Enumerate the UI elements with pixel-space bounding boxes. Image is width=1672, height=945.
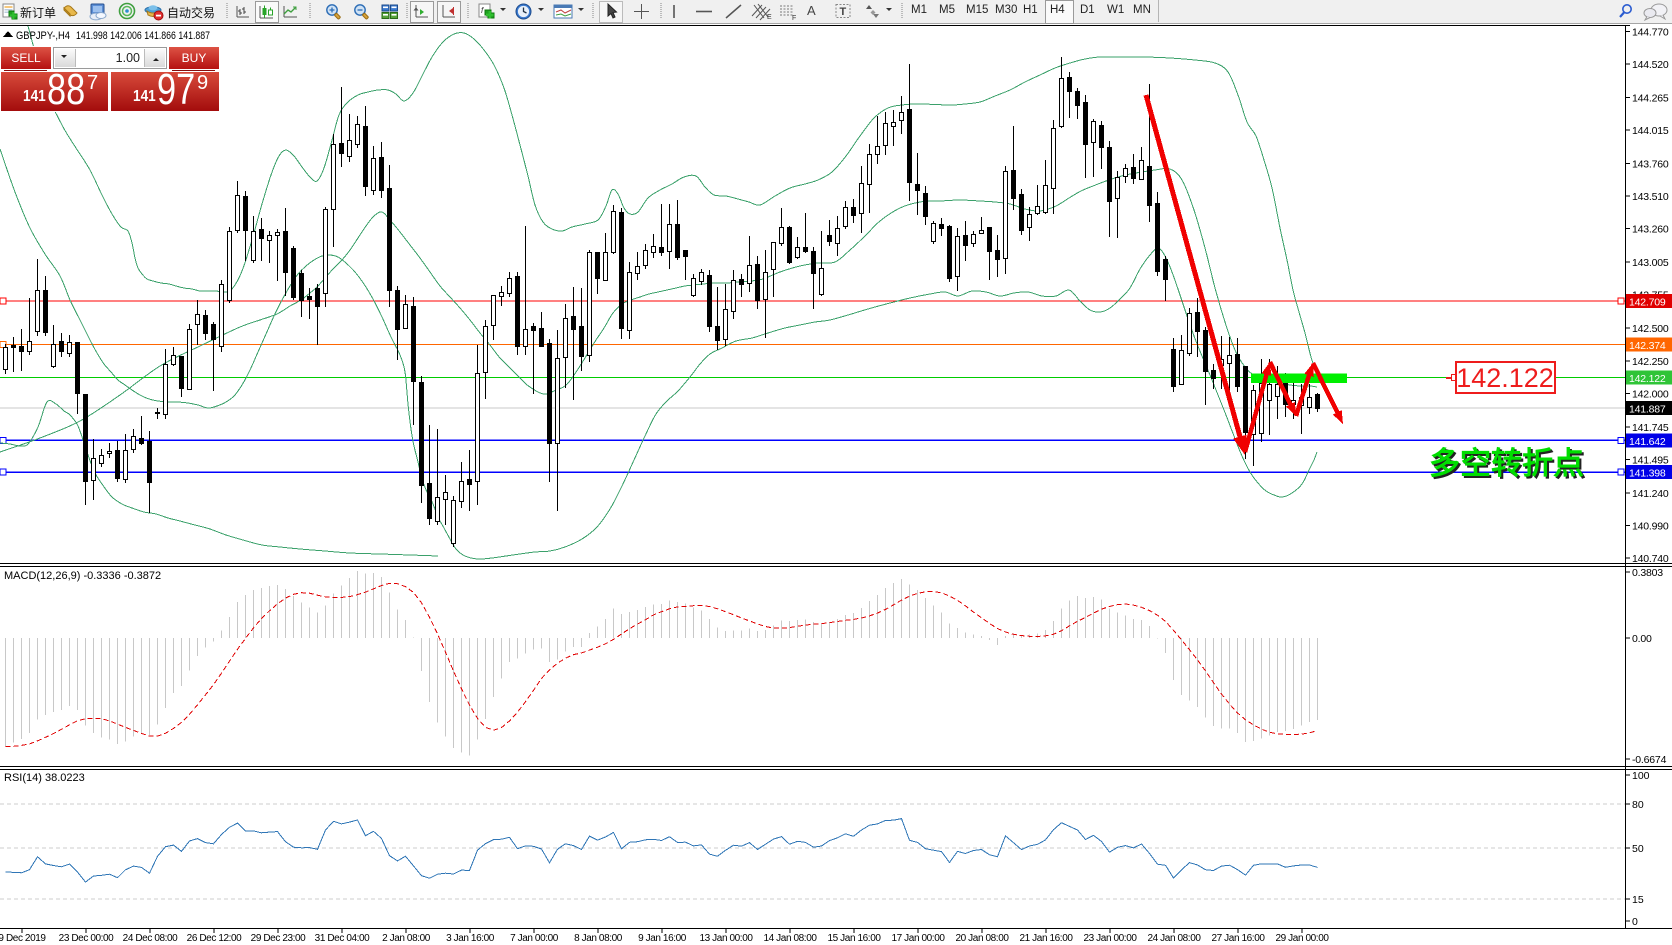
svg-text:f: f [481, 6, 484, 15]
svg-text:80: 80 [1632, 799, 1644, 811]
svg-text:29 Dec 23:00: 29 Dec 23:00 [251, 933, 307, 944]
svg-text:13 Jan 00:00: 13 Jan 00:00 [699, 933, 753, 944]
svg-text:142.122: 142.122 [1456, 363, 1554, 393]
svg-text:2 Jan 08:00: 2 Jan 08:00 [382, 933, 431, 944]
svg-text:14 Jan 08:00: 14 Jan 08:00 [763, 933, 817, 944]
svg-text:0.00: 0.00 [1632, 633, 1652, 645]
svg-text:140.740: 140.740 [1632, 553, 1669, 565]
svg-text:27 Jan 16:00: 27 Jan 16:00 [1211, 933, 1265, 944]
svg-text:141.240: 141.240 [1632, 488, 1669, 500]
svg-text:141.998 142.006 141.866 141.88: 141.998 142.006 141.866 141.887 [76, 30, 210, 42]
svg-text:-0.6674: -0.6674 [1632, 754, 1667, 766]
svg-text:142.374: 142.374 [1629, 340, 1666, 352]
svg-text:3 Jan 16:00: 3 Jan 16:00 [446, 933, 495, 944]
svg-text:E: E [767, 14, 772, 21]
svg-text:142.709: 142.709 [1629, 296, 1666, 308]
svg-text:142.250: 142.250 [1632, 356, 1669, 368]
svg-text:141.642: 141.642 [1629, 436, 1666, 448]
svg-text:142.500: 142.500 [1632, 323, 1669, 335]
svg-text:24 Jan 08:00: 24 Jan 08:00 [1147, 933, 1201, 944]
svg-text:29 Jan 00:00: 29 Jan 00:00 [1275, 933, 1329, 944]
svg-text:141.398: 141.398 [1629, 468, 1666, 480]
svg-text:140.990: 140.990 [1632, 521, 1669, 533]
svg-text:50: 50 [1632, 843, 1644, 855]
svg-text:21 Jan 16:00: 21 Jan 16:00 [1019, 933, 1073, 944]
svg-text:15 Jan 16:00: 15 Jan 16:00 [827, 933, 881, 944]
svg-text:GBPJPY-,H4: GBPJPY-,H4 [16, 30, 70, 42]
svg-text:142.122: 142.122 [1629, 373, 1666, 385]
svg-text:0.3803: 0.3803 [1632, 567, 1663, 579]
svg-text:144.520: 144.520 [1632, 59, 1669, 71]
svg-text:143.260: 143.260 [1632, 224, 1669, 236]
svg-text:143.005: 143.005 [1632, 257, 1669, 269]
svg-text:144.015: 144.015 [1632, 125, 1669, 137]
svg-text:144.770: 144.770 [1632, 26, 1669, 38]
svg-text:143.510: 143.510 [1632, 191, 1669, 203]
svg-text:T: T [840, 6, 847, 18]
svg-text:20 Jan 08:00: 20 Jan 08:00 [955, 933, 1009, 944]
svg-text:143.760: 143.760 [1632, 158, 1669, 170]
svg-text:141.495: 141.495 [1632, 455, 1669, 467]
svg-text:多空转折点: 多空转折点 [1429, 446, 1584, 481]
svg-text:F: F [792, 15, 796, 21]
svg-text:7 Jan 00:00: 7 Jan 00:00 [510, 933, 559, 944]
svg-text:100: 100 [1632, 770, 1650, 782]
svg-text:MACD(12,26,9) -0.3336 -0.3872: MACD(12,26,9) -0.3336 -0.3872 [4, 570, 161, 582]
svg-text:141.745: 141.745 [1632, 422, 1669, 434]
svg-text:23 Dec 00:00: 23 Dec 00:00 [59, 933, 115, 944]
svg-text:26 Dec 12:00: 26 Dec 12:00 [187, 933, 243, 944]
svg-text:31 Dec 04:00: 31 Dec 04:00 [315, 933, 371, 944]
svg-text:142.000: 142.000 [1632, 388, 1669, 400]
svg-text:RSI(14) 38.0223: RSI(14) 38.0223 [4, 772, 85, 784]
svg-text:9 Dec 2019: 9 Dec 2019 [0, 933, 46, 944]
svg-text:17 Jan 00:00: 17 Jan 00:00 [891, 933, 945, 944]
svg-text:8 Jan 08:00: 8 Jan 08:00 [574, 933, 623, 944]
svg-text:24 Dec 08:00: 24 Dec 08:00 [123, 933, 179, 944]
svg-text:23 Jan 00:00: 23 Jan 00:00 [1083, 933, 1137, 944]
svg-text:15: 15 [1632, 894, 1644, 906]
svg-text:9 Jan 16:00: 9 Jan 16:00 [638, 933, 687, 944]
svg-text:141.887: 141.887 [1629, 404, 1666, 416]
svg-text:144.265: 144.265 [1632, 92, 1669, 104]
svg-text:0: 0 [1632, 916, 1638, 928]
